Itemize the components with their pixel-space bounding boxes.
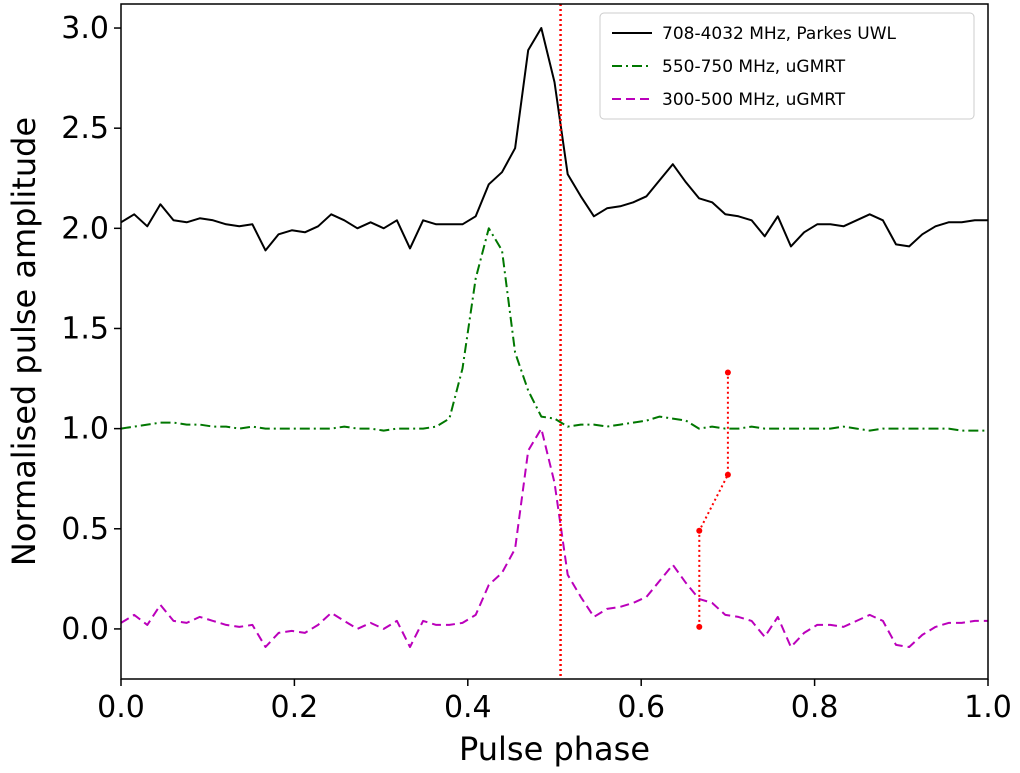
series-line-1 — [120, 27, 988, 252]
y-tick-label: 0.0 — [61, 612, 109, 647]
legend: 708-4032 MHz, Parkes UWL 550-750 MHz, uGM… — [599, 12, 975, 120]
x-tick-label: 0.2 — [271, 690, 319, 725]
x-axis-label: Pulse phase — [459, 730, 650, 768]
y-axis: 0.0 0.5 1.0 1.5 2.0 2.5 3.0 — [61, 11, 121, 647]
y-tick-label: 1.5 — [61, 311, 109, 346]
x-tick-label: 0.8 — [791, 690, 839, 725]
series-line-3 — [120, 427, 988, 648]
legend-label: 708-4032 MHz, Parkes UWL — [662, 24, 897, 44]
x-axis: 0.0 0.2 0.4 0.6 0.8 1.0 — [97, 679, 1012, 725]
y-tick-label: 1.0 — [61, 412, 109, 447]
series-line-2 — [120, 227, 988, 432]
y-tick-label: 2.5 — [61, 111, 109, 146]
plot-content — [120, 4, 988, 679]
y-tick-label: 2.0 — [61, 211, 109, 246]
annotation-point-1 — [696, 623, 703, 630]
x-tick-label: 1.0 — [964, 690, 1012, 725]
y-tick-label: 0.5 — [61, 512, 109, 547]
x-tick-label: 0.0 — [97, 690, 145, 725]
y-tick-label: 3.0 — [61, 11, 109, 46]
annotation-path — [698, 372, 729, 627]
x-tick-label: 0.6 — [617, 690, 665, 725]
y-axis-label: Normalised pulse amplitude — [5, 117, 43, 566]
annotation-point-4 — [724, 369, 731, 376]
x-tick-label: 0.4 — [444, 690, 492, 725]
legend-label: 300-500 MHz, uGMRT — [662, 90, 846, 110]
plot-frame — [120, 3, 989, 680]
legend-box — [599, 12, 975, 120]
annotation-point-2 — [696, 527, 703, 534]
legend-label: 550-750 MHz, uGMRT — [662, 57, 846, 77]
annotation-point-3 — [724, 471, 731, 478]
